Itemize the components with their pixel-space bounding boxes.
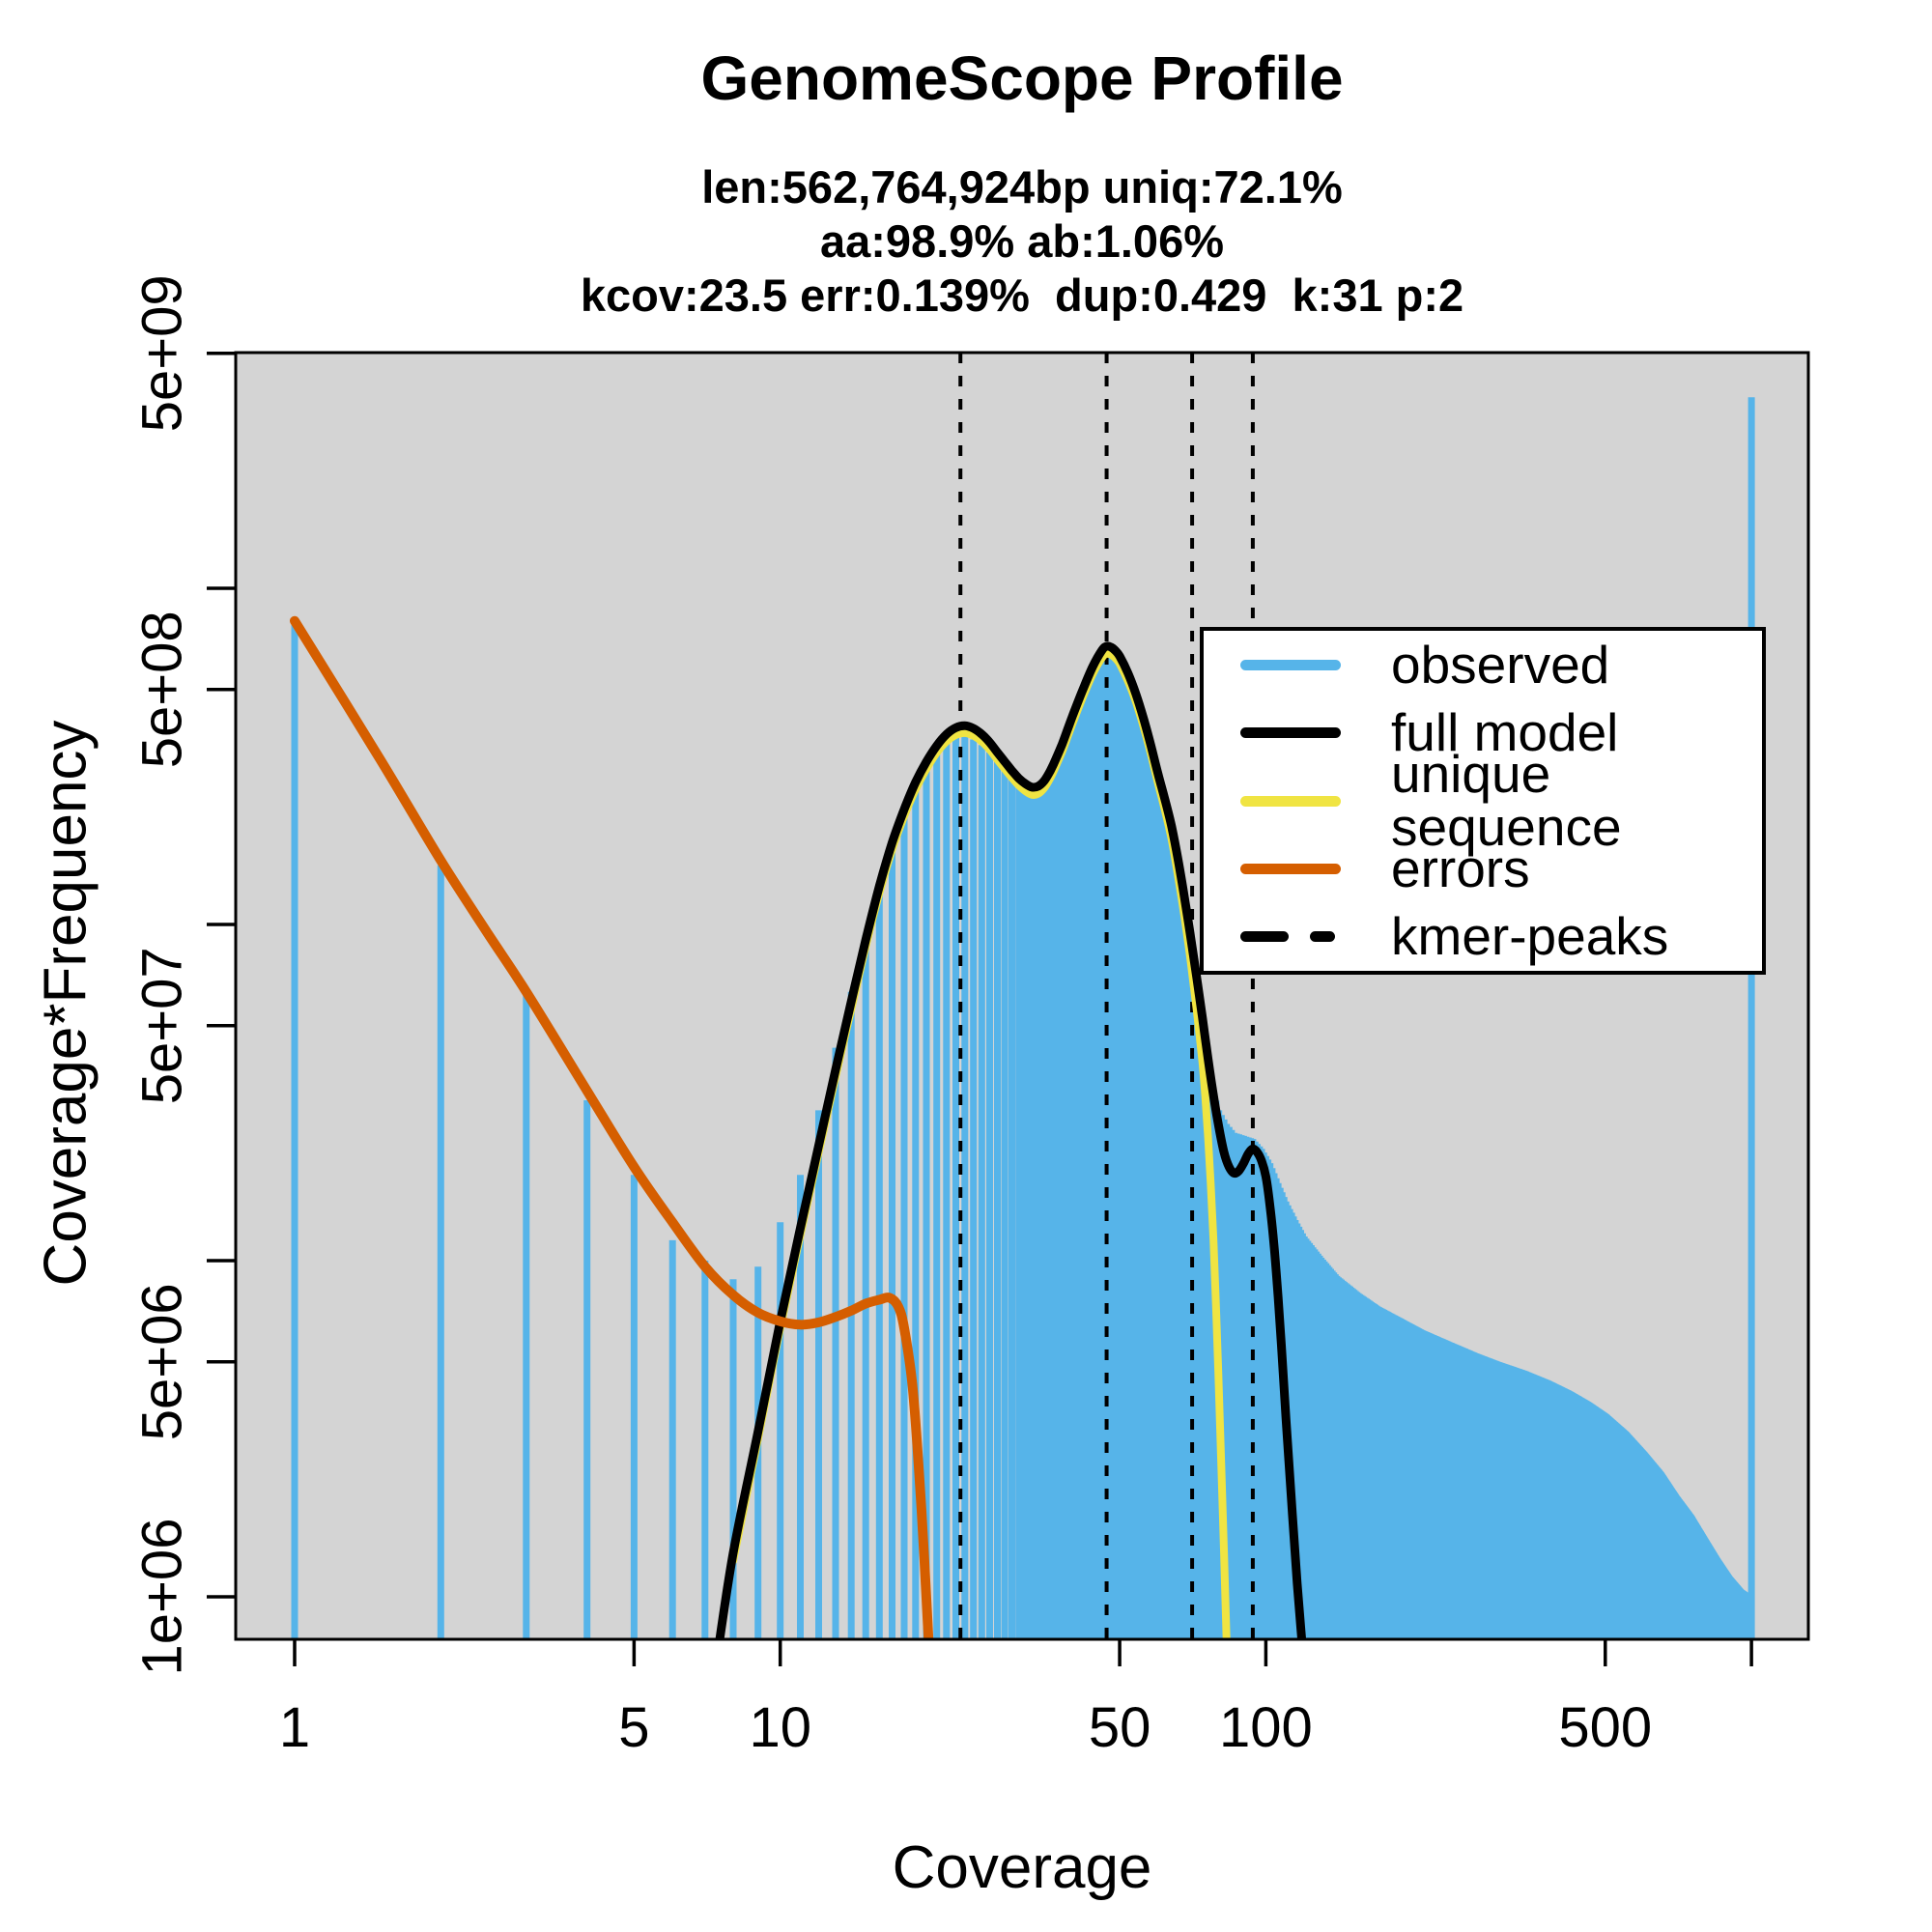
- x-tick-label: 5: [618, 1696, 649, 1759]
- x-tick-label: 100: [1219, 1696, 1313, 1759]
- legend-item-errors: errors: [1204, 836, 1762, 903]
- legend-item-kmer-peaks: kmer-peaks: [1204, 903, 1762, 971]
- y-axis: 5e+09 5e+08 5e+07 5e+06 1e+06: [131, 274, 236, 1676]
- legend: observed full model unique sequence erro…: [1200, 627, 1766, 975]
- panel-border: [234, 351, 1810, 1641]
- page-title: GenomeScope Profile: [700, 43, 1344, 113]
- legend-label: full model: [1391, 701, 1619, 762]
- kmer-peak-lines: [958, 353, 1255, 1639]
- observed-line-swatch: [1240, 659, 1341, 670]
- legend-item-unique-sequence: unique sequence: [1204, 748, 1762, 854]
- y-tick-label: 1e+06: [131, 1519, 194, 1676]
- legend-label: errors: [1391, 838, 1530, 899]
- kmer-peaks-dash-swatch: [1240, 931, 1341, 943]
- legend-label: unique sequence: [1391, 744, 1622, 857]
- full-model-line-swatch: [1240, 726, 1341, 738]
- x-tick-label: 50: [1089, 1696, 1151, 1759]
- errors-curve: [290, 615, 934, 1639]
- legend-label: observed: [1391, 634, 1610, 695]
- y-tick-label: 5e+08: [131, 611, 194, 768]
- y-tick-label: 5e+06: [131, 1283, 194, 1440]
- subtitle-line-kcov: kcov:23.5 err:0.139% dup:0.429 k:31 p:2: [580, 270, 1464, 321]
- x-axis: 1 5 10 50 100 500: [279, 1639, 1753, 1759]
- x-tick-label: 10: [749, 1696, 811, 1759]
- y-tick-label: 5e+09: [131, 274, 194, 432]
- x-tick-label: 1: [279, 1696, 310, 1759]
- errors-line-swatch: [1240, 864, 1341, 875]
- legend-item-full-model: full model: [1204, 698, 1762, 766]
- legend-item-observed: observed: [1204, 631, 1762, 698]
- subtitle-line-ab: aa:98.9% ab:1.06%: [819, 215, 1225, 267]
- x-axis-title: Coverage: [892, 1834, 1152, 1901]
- plot-subtitle: len:562,764,924bp uniq:72.1% aa:98.9% ab…: [56, 160, 1932, 323]
- unique-sequence-line-swatch: [1240, 795, 1341, 807]
- y-axis-title: Coverage*Frequency: [32, 720, 99, 1287]
- y-tick-label: 5e+07: [131, 947, 194, 1104]
- legend-label: kmer-peaks: [1391, 906, 1669, 967]
- subtitle-line-len: len:562,764,924bp uniq:72.1%: [701, 161, 1343, 213]
- x-tick-label: 500: [1558, 1696, 1652, 1759]
- full-model-curve: [715, 641, 1307, 1639]
